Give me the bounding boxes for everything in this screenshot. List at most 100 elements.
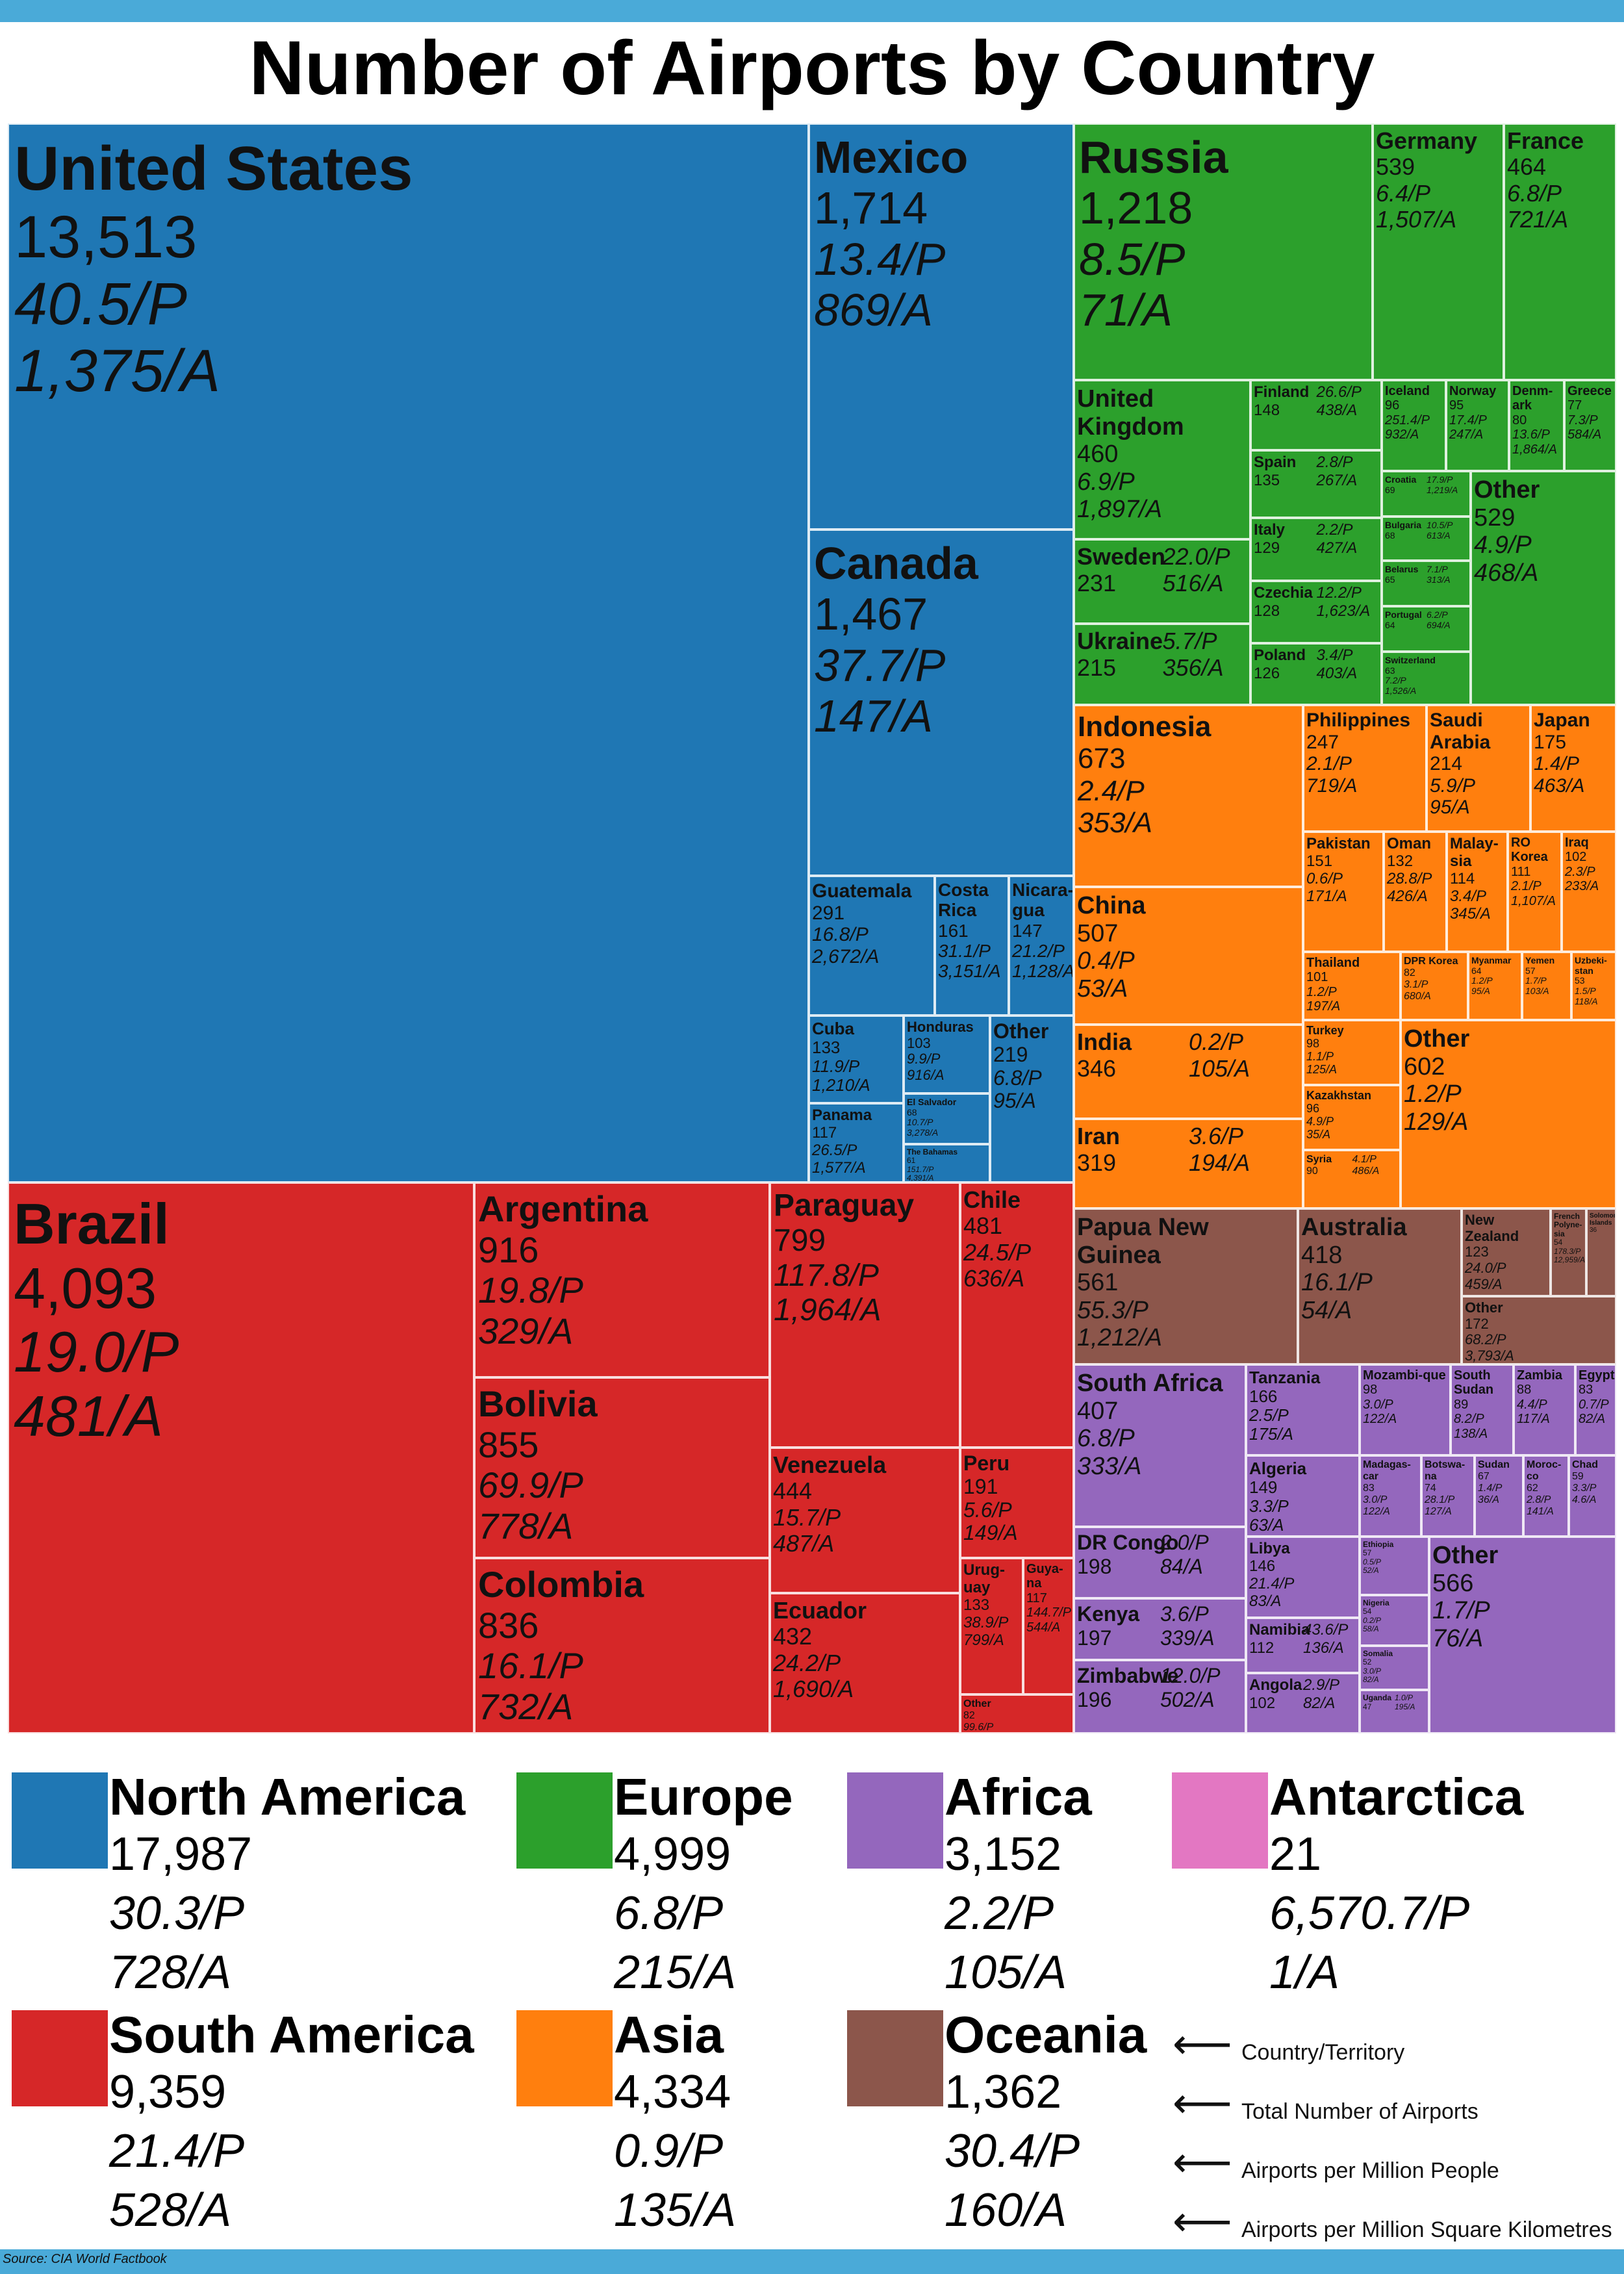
airports-per-million-sq-km: 118/A xyxy=(1575,995,1598,1006)
key-label-total: Total Number of Airports xyxy=(1241,2099,1478,2124)
airports-per-million-people: 22.0/P xyxy=(1162,543,1230,570)
treemap-cell-oceania-other: Other 172 68.2/P 3,793/A xyxy=(1462,1296,1616,1364)
country-name: Australia xyxy=(1301,1214,1407,1241)
legend-per-area: 105/A xyxy=(945,1947,1067,1999)
airport-count: 291 xyxy=(812,902,845,924)
treemap-cell-asia-kazakhstan: Kazakhstan 96 4.9/P 35/A xyxy=(1303,1085,1401,1150)
cell-row: 198 84/A xyxy=(1077,1555,1243,1579)
treemap-cell-africa-south-africa: South Africa 407 6.8/P 333/A xyxy=(1074,1364,1246,1527)
airports-per-million-sq-km: 1,219/A xyxy=(1427,485,1458,495)
treemap-cell-oceania-australia: Australia 418 16.1/P 54/A xyxy=(1298,1208,1462,1364)
airport-count: 197 xyxy=(1077,1626,1112,1650)
airport-count: 219 xyxy=(993,1042,1028,1066)
airports-per-million-people: 0.7/P xyxy=(1579,1397,1609,1412)
treemap-cell-north-america-panama: Panama 117 26.5/P 1,577/A xyxy=(809,1103,904,1182)
airports-per-million-sq-km: 778/A xyxy=(478,1505,574,1547)
treemap-cell-europe-norway: Norway 95 17.4/P 247/A xyxy=(1446,380,1509,471)
treemap-cell-north-america-el-salvador: El Salvador 68 10.7/P 3,278/A xyxy=(904,1093,990,1144)
airports-per-million-people: 13.6/P xyxy=(1512,428,1550,442)
key-label-country: Country/Territory xyxy=(1241,2040,1405,2065)
airport-count: 52 xyxy=(1363,1657,1372,1667)
airports-per-million-sq-km: 149/A xyxy=(963,1521,1018,1545)
country-name: Peru xyxy=(963,1451,1010,1475)
country-name: Other xyxy=(1404,1025,1470,1053)
airports-per-million-sq-km: 4,391/A xyxy=(907,1173,934,1182)
airports-per-million-sq-km: 54/A xyxy=(1301,1296,1352,1324)
airports-per-million-people: 5.9/P xyxy=(1430,774,1476,797)
airports-per-million-sq-km: 105/A xyxy=(1189,1055,1250,1082)
cell-row: 69 1,219/A xyxy=(1385,485,1468,496)
cell-row: 148 438/A xyxy=(1254,402,1379,420)
airports-per-million-sq-km: 1,577/A xyxy=(812,1158,866,1177)
airport-count: 836 xyxy=(478,1604,539,1646)
treemap-cell-asia-myanmar: Myanmar 64 1.2/P 95/A xyxy=(1468,952,1522,1020)
airports-per-million-sq-km: 95/A xyxy=(993,1089,1036,1113)
cell-row: 64 694/A xyxy=(1385,620,1468,631)
airports-per-million-people: 2.5/P xyxy=(1249,1405,1289,1425)
country-name: RO Korea xyxy=(1511,836,1548,865)
cell-row: Namibia 43.6/P xyxy=(1249,1621,1357,1640)
treemap-cell-asia-india: India 0.2/P 346 105/A xyxy=(1074,1025,1303,1119)
airports-per-million-sq-km: 122/A xyxy=(1363,1412,1397,1427)
airports-per-million-sq-km: 195/A xyxy=(1395,1702,1415,1711)
treemap-cell-africa-zimbabwe: Zimbabwe 12.0/P 196 502/A xyxy=(1074,1660,1246,1733)
country-name: Nicara-gua xyxy=(1012,880,1074,921)
country-name: French Polyne-sia xyxy=(1554,1212,1582,1238)
airports-per-million-sq-km: 1,690/A xyxy=(773,1675,854,1702)
country-name: China xyxy=(1077,892,1146,919)
airports-per-million-sq-km: 175/A xyxy=(1249,1424,1293,1444)
key-label-per-people: Airports per Million People xyxy=(1241,2158,1499,2183)
treemap-cell-asia-other: Other 602 1.2/P 129/A xyxy=(1401,1020,1616,1208)
airports-per-million-sq-km: 613/A xyxy=(1427,530,1451,541)
airports-per-million-sq-km: 103/A xyxy=(1525,986,1549,997)
treemap-cell-asia-syria: Syria 4.1/P 90 486/A xyxy=(1303,1150,1401,1208)
country-name: Turkey xyxy=(1306,1024,1344,1037)
airport-count: 47 xyxy=(1363,1702,1372,1711)
airports-per-million-sq-km: 313/A xyxy=(1427,574,1451,585)
country-name: Uganda xyxy=(1363,1693,1392,1702)
airports-per-million-sq-km: 694/A xyxy=(1427,620,1451,630)
treemap: United States 13,513 40.5/P 1,375/A Mexico 1,… xyxy=(8,123,1616,1733)
airport-count: 89 xyxy=(1454,1397,1469,1412)
airports-per-million-people: 3.3/P xyxy=(1249,1496,1289,1516)
airports-per-million-sq-km: 82/A xyxy=(1579,1412,1606,1427)
country-name: Germany xyxy=(1376,127,1478,154)
airport-count: 114 xyxy=(1450,869,1475,888)
legend-swatch-asia xyxy=(516,2010,613,2106)
country-name: Other xyxy=(963,1698,991,1709)
airport-count: 98 xyxy=(1363,1383,1378,1398)
treemap-cell-africa-chad: Chad 59 3.3/P 4.6/A xyxy=(1569,1455,1616,1537)
country-name: Myanmar xyxy=(1471,955,1512,965)
legend-entry-asia: Asia 4,334 0.9/P 135/A xyxy=(614,2009,736,2246)
treemap-cell-europe-other: Other 529 4.9/P 468/A xyxy=(1471,471,1616,705)
legend-entry-oceania: Oceania 1,362 30.4/P 160/A xyxy=(945,2009,1147,2246)
airports-per-million-sq-km: 732/A xyxy=(478,1686,574,1728)
treemap-cell-africa-tanzania: Tanzania 166 2.5/P 175/A xyxy=(1246,1364,1360,1455)
cell-row: Angola 2.9/P xyxy=(1249,1676,1357,1695)
legend-per-people: 2.2/P xyxy=(945,1887,1054,1939)
airport-count: 64 xyxy=(1471,965,1482,976)
country-name: Zambia xyxy=(1517,1368,1563,1383)
airports-per-million-sq-km: 4.6/A xyxy=(1572,1494,1597,1505)
treemap-cell-oceania-papua-new-guinea: Papua New Guinea 561 55.3/P 1,212/A xyxy=(1074,1208,1298,1364)
airports-per-million-sq-km: 516/A xyxy=(1162,570,1224,596)
airports-per-million-people: 3.0/P xyxy=(1363,1494,1388,1505)
airport-count: 96 xyxy=(1385,398,1400,413)
legend-per-area: 135/A xyxy=(614,2184,737,2236)
airport-count: 464 xyxy=(1507,153,1547,181)
treemap-cell-europe-ukraine: Ukraine 5.7/P 215 356/A xyxy=(1074,624,1250,705)
treemap-cell-asia-thailand: Thailand 101 1.2/P 197/A xyxy=(1303,952,1401,1020)
bottom-bar xyxy=(0,2249,1624,2274)
country-name: Tanzania xyxy=(1249,1368,1321,1387)
airport-count: 166 xyxy=(1249,1386,1278,1407)
airports-per-million-people: 9.9/P xyxy=(907,1051,941,1067)
treemap-cell-asia-turkey: Turkey 98 1.1/P 125/A xyxy=(1303,1020,1401,1085)
source-note: Source: CIA World Factbook xyxy=(3,2252,167,2266)
airports-per-million-sq-km: 721/A xyxy=(1507,205,1569,233)
country-name: Spain xyxy=(1254,454,1297,471)
airport-count: 128 xyxy=(1254,602,1280,620)
treemap-cell-africa-kenya: Kenya 3.6/P 197 339/A xyxy=(1074,1598,1246,1660)
treemap-cell-north-america-united-states: United States 13,513 40.5/P 1,375/A xyxy=(8,123,809,1182)
airports-per-million-people: 2.9/P xyxy=(1303,1676,1340,1694)
legend-per-people: 30.3/P xyxy=(109,1887,245,1939)
